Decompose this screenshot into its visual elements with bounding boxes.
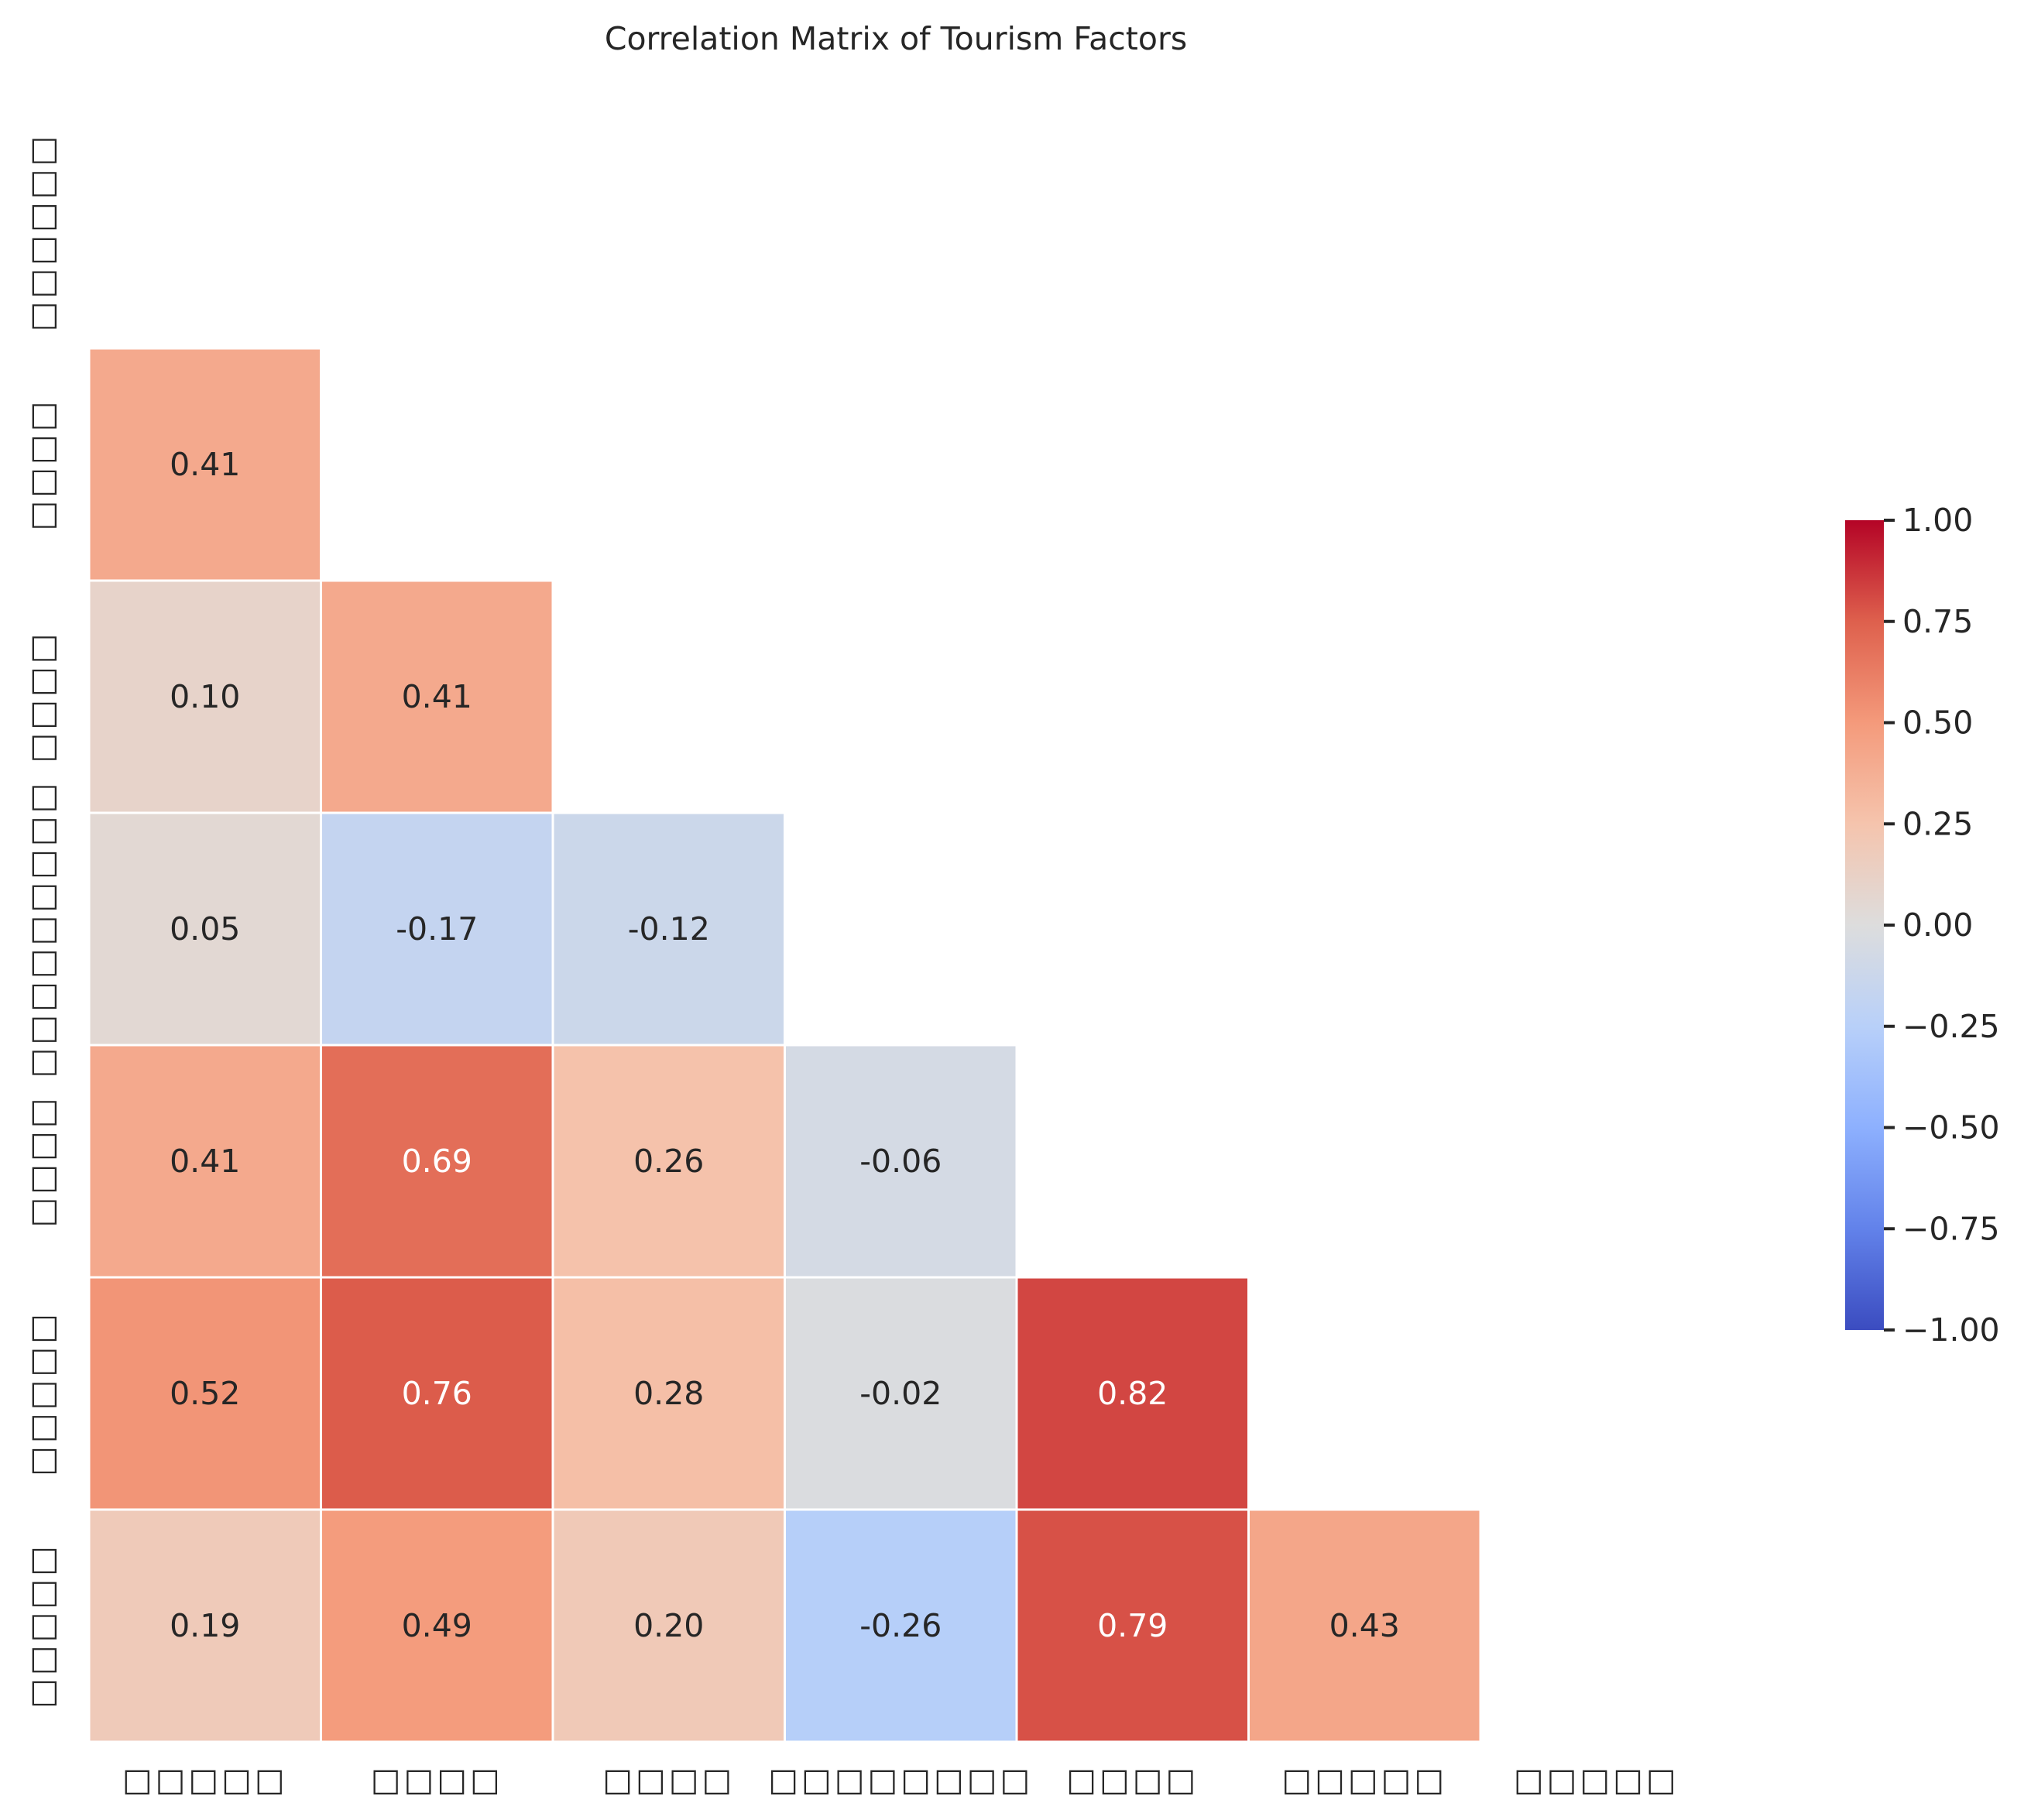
- x-tick-label: □□□□: [602, 1761, 735, 1798]
- heatmap-cell: [1015, 1276, 1250, 1511]
- cell-value-label: 0.19: [170, 1607, 240, 1644]
- cell-value-label: 0.05: [170, 910, 240, 948]
- colorbar-tick-label: 0.75: [1902, 603, 1973, 640]
- colorbar-tick-label: 0.25: [1902, 805, 1973, 842]
- colorbar: 1.00 0.75 0.50 0.25 0.00 −0.25 −0.50 −0.75 −1.00: [1845, 502, 2000, 1349]
- x-axis-tick-labels: □□□□□ □□□□ □□□□ □□□□□□□□ □□□□ □□□□□ □□□□□: [122, 1761, 1679, 1798]
- heatmap-cell: [551, 811, 786, 1047]
- y-tick-label: □□□□: [23, 631, 60, 763]
- colorbar-tick-label: −0.50: [1902, 1109, 2000, 1146]
- cell-value-label: 0.10: [170, 678, 240, 715]
- y-tick-label: □□□□□□: [23, 133, 60, 331]
- cell-value-label: 0.41: [170, 1143, 240, 1180]
- cell-value-label: -0.26: [859, 1607, 942, 1644]
- chart-title: Correlation Matrix of Tourism Factors: [605, 20, 1187, 57]
- colorbar-tick-label: −0.25: [1902, 1008, 2000, 1045]
- cell-value-label: -0.12: [628, 910, 710, 948]
- heatmap-cell: [320, 1276, 554, 1511]
- cell-value-label: 0.52: [170, 1375, 240, 1412]
- heatmap-cell: [1247, 1508, 1482, 1743]
- heatmap-cell: [551, 1508, 786, 1743]
- heatmap-cell: [87, 579, 322, 814]
- heatmap-cell: [551, 1276, 786, 1511]
- x-tick-label: □□□□: [1066, 1761, 1199, 1798]
- heatmap-cell: [1015, 1508, 1250, 1743]
- y-tick-label: □□□□□: [23, 1543, 60, 1709]
- cell-value-label: 0.41: [170, 446, 240, 483]
- y-tick-label: □□□□□: [23, 1311, 60, 1476]
- heatmap-cell: [87, 811, 322, 1047]
- heatmap-cells: 0.41 0.10 0.41 0.05 -0.17 -0.12 0.41 0.69 0.26 -0…: [87, 347, 1482, 1743]
- heatmap-cell: [784, 1276, 1018, 1511]
- heatmap-cell: [320, 811, 554, 1047]
- heatmap-cell: [784, 1508, 1018, 1743]
- cell-value-label: 0.82: [1097, 1375, 1168, 1412]
- y-tick-label: □□□□□□□□□: [23, 780, 60, 1078]
- x-tick-label: □□□□□: [1281, 1761, 1447, 1798]
- heatmap-cell: [87, 347, 322, 582]
- cell-value-label: 0.69: [402, 1143, 472, 1180]
- heatmap-cell: [320, 1508, 554, 1743]
- colorbar-tick-label: 1.00: [1902, 502, 1973, 539]
- colorbar-tick-label: −1.00: [1902, 1311, 2000, 1349]
- cell-value-label: 0.43: [1329, 1607, 1400, 1644]
- x-tick-label: □□□□□□□□: [768, 1761, 1033, 1798]
- cell-value-label: -0.17: [396, 910, 478, 948]
- colorbar-gradient: [1845, 520, 1884, 1330]
- colorbar-tick-label: 0.00: [1902, 907, 1973, 944]
- colorbar-tick-label: −0.75: [1902, 1210, 2000, 1247]
- x-tick-label: □□□□: [371, 1761, 503, 1798]
- cell-value-label: -0.02: [859, 1375, 942, 1412]
- cell-value-label: -0.06: [859, 1143, 942, 1180]
- heatmap-cell: [87, 1508, 322, 1743]
- y-tick-label: □□□□: [23, 399, 60, 531]
- cell-value-label: 0.79: [1097, 1607, 1168, 1644]
- heatmap-cell: [784, 1044, 1018, 1279]
- cell-value-label: 0.28: [633, 1375, 704, 1412]
- y-axis-tick-labels: □□□□□□□□□□□□□□□□□□□□□□□□□□□□□□□□□□□□□: [23, 133, 60, 1709]
- y-tick-label: □□□□: [23, 1095, 60, 1228]
- heatmap-cell: [320, 579, 554, 814]
- heatmap-cell: [320, 1044, 554, 1279]
- cell-value-label: 0.76: [402, 1375, 472, 1412]
- cell-value-label: 0.41: [402, 678, 472, 715]
- cell-value-label: 0.49: [402, 1607, 472, 1644]
- cell-value-label: 0.20: [633, 1607, 704, 1644]
- x-tick-label: □□□□□: [1514, 1761, 1679, 1798]
- x-tick-label: □□□□□: [122, 1761, 288, 1798]
- colorbar-tick-label: 0.50: [1902, 704, 1973, 742]
- cell-value-label: 0.26: [633, 1143, 704, 1180]
